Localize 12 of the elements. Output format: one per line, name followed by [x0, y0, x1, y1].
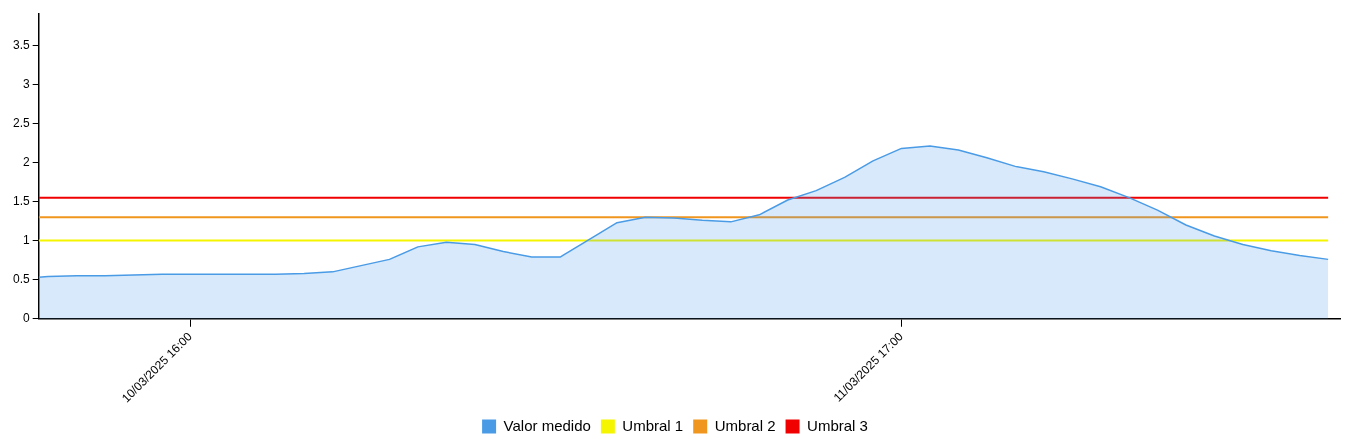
y-tick-label: 1 — [22, 232, 30, 247]
y-tick-label: 3.5 — [12, 37, 30, 52]
legend-label: Valor medido — [503, 416, 591, 434]
legend-label: Umbral 3 — [807, 416, 868, 434]
legend-label: Umbral 2 — [714, 416, 776, 434]
legend-label: Umbral 1 — [622, 416, 684, 434]
y-tick-label: 1.5 — [12, 193, 30, 208]
y-tick-label: 2 — [22, 154, 30, 169]
y-tick-label: 0 — [22, 311, 30, 326]
y-tick-label: 0.5 — [12, 272, 30, 286]
y-tick-label: 3 — [22, 76, 30, 91]
y-tick-label: 2.5 — [12, 115, 30, 130]
